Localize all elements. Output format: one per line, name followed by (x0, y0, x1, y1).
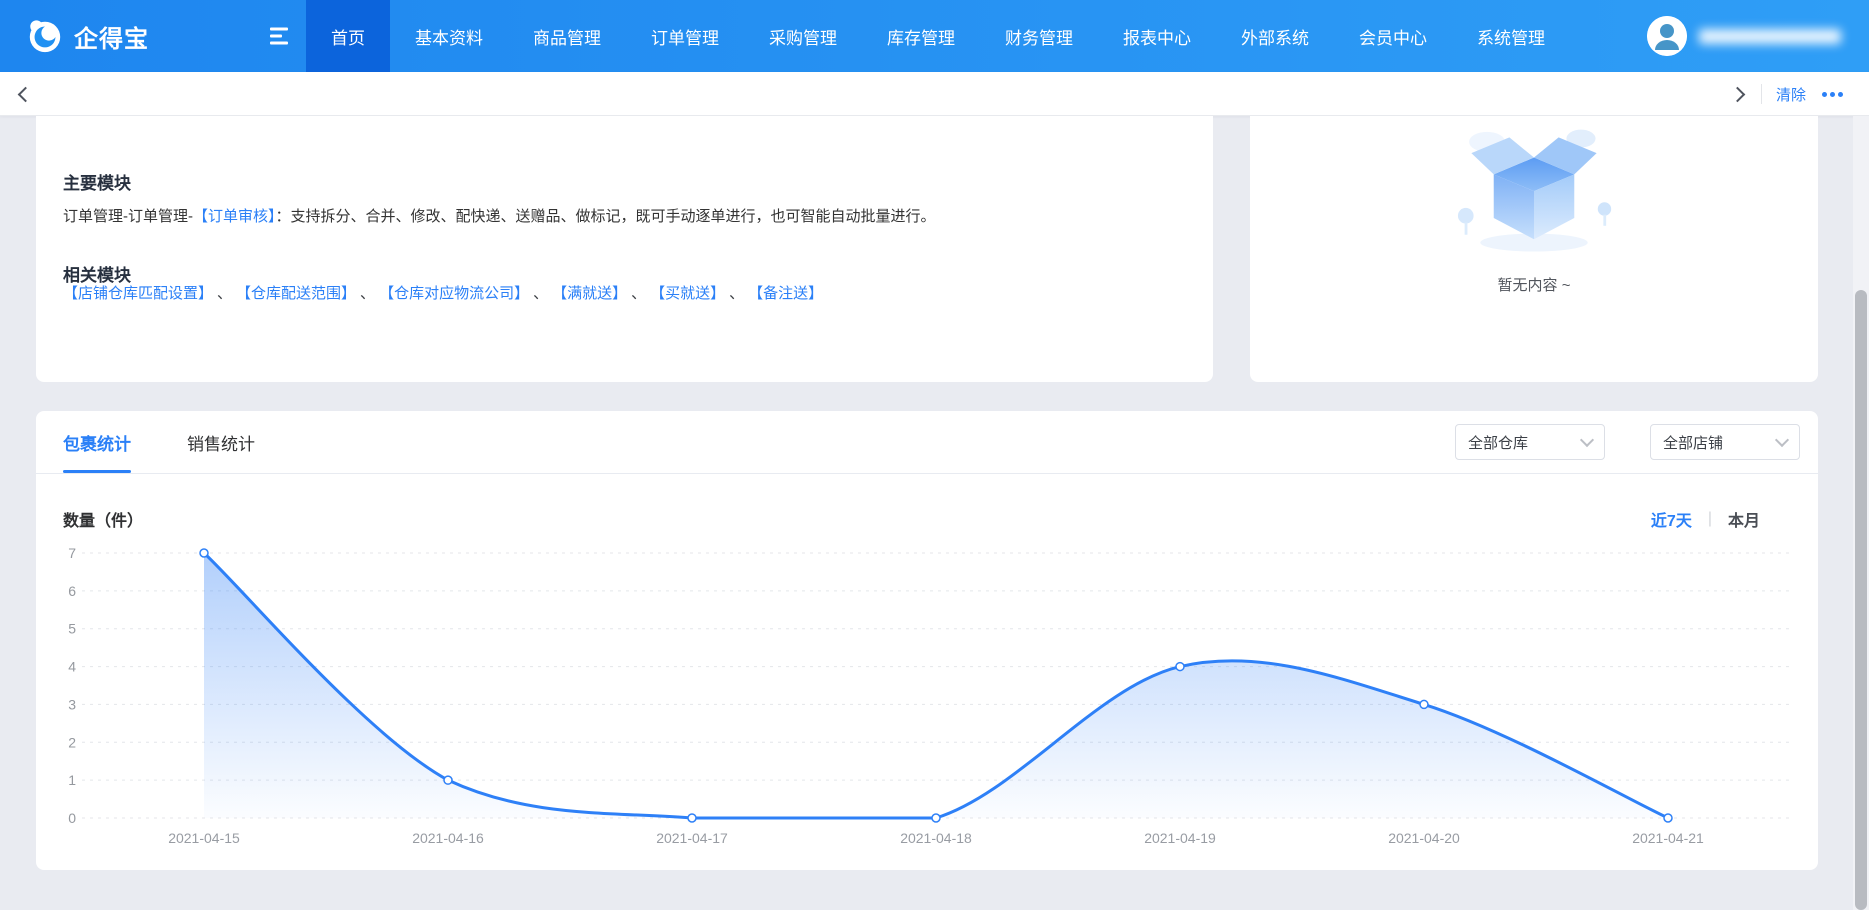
stats-filters: 全部仓库 全部店铺 (1455, 424, 1800, 460)
scroll-right-button[interactable] (1728, 72, 1747, 116)
vertical-divider (1760, 84, 1762, 104)
svg-text:4: 4 (68, 659, 76, 675)
desc-suffix: ：支持拆分、合并、修改、配快递、送赠品、做标记，既可手动逐单进行，也可智能自动批… (275, 208, 936, 225)
chevron-left-icon (17, 86, 34, 102)
clear-tabs-button[interactable]: 清除 (1775, 86, 1806, 104)
top-navbar: 企得宝 首页 基本资料 商品管理 订单管理 采购管理 库存管理 财务管理 报表中… (0, 0, 1869, 72)
package-stats-card: 包裹统计 销售统计 全部仓库 全部店铺 数量（件） 近7天 | 本月 0 1 2 3 4… (36, 411, 1818, 870)
related-module-link[interactable]: 【仓库对应物流公司】 (379, 285, 530, 302)
chevron-right-icon (1729, 86, 1746, 102)
nav-item[interactable]: 商品管理 (533, 28, 601, 48)
warehouse-select[interactable]: 全部仓库 (1455, 424, 1605, 460)
nav-item[interactable]: 会员中心 (1359, 28, 1427, 48)
user-name-redacted[interactable] (1699, 28, 1841, 44)
scrollbar-thumb[interactable] (1855, 290, 1867, 910)
svg-text:2021-04-15: 2021-04-15 (168, 830, 240, 846)
user-area (1647, 0, 1841, 72)
brand[interactable]: 企得宝 (26, 0, 149, 72)
page-scrollbar (1853, 116, 1869, 910)
x-axis-labels: 2021-04-15 2021-04-16 2021-04-17 2021-04-18… (168, 830, 1704, 846)
related-module-links: 【店铺仓库匹配设置】 、 【仓库配送范围】 、 【仓库对应物流公司】 、 【满就… (63, 282, 823, 303)
stats-tab[interactable]: 包裹统计 (63, 411, 131, 473)
shop-select-value: 全部店铺 (1663, 434, 1724, 452)
y-axis-labels: 0 1 2 3 4 5 6 7 (68, 545, 76, 826)
toolbar-right: 清除 (1728, 72, 1845, 116)
separator: 、 (533, 285, 549, 302)
related-module-link[interactable]: 【备注送】 (748, 285, 824, 302)
empty-content-card: 暂无内容 ~ (1250, 116, 1818, 382)
open-box-icon (1457, 129, 1612, 252)
chart-area (204, 553, 1668, 818)
data-point-marker[interactable] (1419, 699, 1429, 710)
person-icon (1647, 16, 1687, 56)
main-module-title: 主要模块 (63, 174, 131, 193)
stats-tabs: 包裹统计 销售统计 (63, 411, 255, 473)
nav-item[interactable]: 报表中心 (1123, 28, 1191, 48)
data-point-marker[interactable] (931, 813, 941, 823)
period-option[interactable]: 本月 (1727, 513, 1760, 530)
nav-item[interactable]: 基本资料 (415, 28, 483, 48)
chevron-down-icon (1774, 432, 1790, 448)
menu-toggle-icon[interactable] (264, 22, 294, 51)
desc-prefix: 订单管理-订单管理- (63, 208, 193, 225)
data-point-marker[interactable] (443, 775, 453, 785)
svg-text:2021-04-18: 2021-04-18 (900, 830, 972, 846)
warehouse-select-value: 全部仓库 (1468, 434, 1529, 452)
shop-select[interactable]: 全部店铺 (1650, 424, 1800, 460)
more-options-icon[interactable] (1820, 88, 1845, 101)
chart-metric-label: 数量（件） (63, 513, 144, 530)
related-module-link[interactable]: 【仓库配送范围】 (236, 285, 357, 302)
data-point-marker[interactable] (687, 813, 697, 823)
svg-text:2021-04-21: 2021-04-21 (1632, 830, 1704, 846)
chart-markers (199, 548, 1673, 823)
svg-text:0: 0 (68, 810, 76, 826)
nav-item[interactable]: 订单管理 (651, 28, 719, 48)
svg-text:2021-04-16: 2021-04-16 (412, 830, 484, 846)
svg-text:7: 7 (68, 545, 76, 561)
empty-box-illustration (1444, 124, 1624, 261)
empty-state-text: 暂无内容 ~ (1497, 277, 1571, 294)
nav-item[interactable]: 首页 (306, 0, 390, 72)
separator: 、 (729, 285, 745, 302)
tab-toolbar: 清除 (0, 72, 1869, 116)
svg-text:2021-04-17: 2021-04-17 (656, 830, 728, 846)
svg-text:2021-04-20: 2021-04-20 (1388, 830, 1460, 846)
separator: 、 (217, 285, 233, 302)
data-point-marker[interactable] (199, 548, 209, 558)
nav-item[interactable]: 系统管理 (1477, 28, 1545, 48)
svg-text:3: 3 (68, 696, 76, 712)
related-module-link[interactable]: 【满就送】 (552, 285, 628, 302)
svg-text:2021-04-19: 2021-04-19 (1144, 830, 1216, 846)
main-module-description: 订单管理-订单管理-【订单审核】：支持拆分、合并、修改、配快递、送赠品、做标记，… (63, 205, 936, 226)
tabs-divider (36, 473, 1818, 474)
nav-item[interactable]: 外部系统 (1241, 28, 1309, 48)
data-point-marker[interactable] (1175, 661, 1185, 672)
svg-text:6: 6 (68, 583, 76, 599)
separator: 、 (360, 285, 376, 302)
separator: 、 (631, 285, 647, 302)
nav-item[interactable]: 采购管理 (769, 28, 837, 48)
related-module-title: 相关模块 (63, 266, 131, 285)
scroll-left-button[interactable] (14, 72, 37, 116)
svg-text:2: 2 (68, 734, 76, 750)
nav-item[interactable]: 库存管理 (887, 28, 955, 48)
period-option[interactable]: 近7天 (1650, 513, 1692, 530)
nav-item[interactable]: 财务管理 (1005, 28, 1073, 48)
related-module-link[interactable]: 【店铺仓库匹配设置】 (63, 285, 214, 302)
main-module-card: 主要模块 订单管理-订单管理-【订单审核】：支持拆分、合并、修改、配快递、送赠品… (36, 116, 1213, 382)
related-module-link[interactable]: 【买就送】 (650, 285, 726, 302)
brand-name: 企得宝 (74, 25, 149, 53)
stats-tab[interactable]: 销售统计 (187, 434, 255, 454)
data-point-marker[interactable] (1663, 813, 1673, 823)
separator: | (1707, 510, 1712, 527)
chevron-down-icon (1579, 432, 1595, 448)
user-avatar[interactable] (1647, 16, 1687, 56)
svg-text:1: 1 (68, 772, 76, 788)
brand-logo-icon (29, 20, 61, 53)
main-nav: 首页 基本资料 商品管理 订单管理 采购管理 库存管理 财务管理 报表中心 外部… (306, 0, 1570, 72)
period-switch: 近7天 | 本月 (1651, 507, 1760, 531)
order-review-link[interactable]: 【订单审核】 (193, 208, 276, 225)
svg-text:5: 5 (68, 621, 76, 637)
